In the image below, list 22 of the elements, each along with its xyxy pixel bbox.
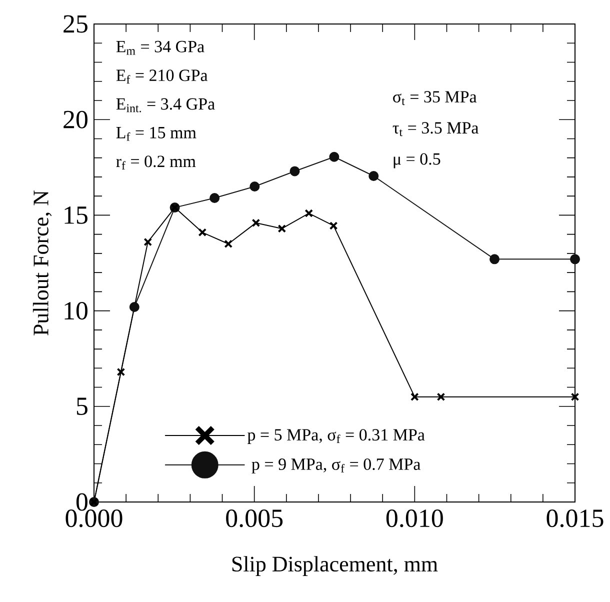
y-tick-label: 25	[64, 15, 88, 33]
annotation: μ = 0.5	[394, 153, 440, 168]
x-tick-label: 0.015	[546, 510, 604, 528]
legend-label: p = 9 MPa, σ$_{f}$ = 0.7 MPa	[252, 458, 420, 474]
legend-label: p = 5 MPa, σ$_{f}$ = 0.31 MPa	[247, 429, 425, 444]
annotation: τ$_{t}$ = 3.5 MPa	[392, 122, 479, 136]
annotation: E$_{m}$ = 34 GPa	[116, 40, 204, 55]
x-tick-label: 0.010	[386, 510, 443, 528]
y-tick-label: 0	[76, 493, 88, 511]
annotation: E$_{f}$ = 210 GPa	[116, 70, 208, 84]
y-tick-label: 20	[64, 110, 88, 128]
annotation: r$_{f}$ = 0.2 mm	[116, 156, 196, 170]
annotation: L$_{f}$ = 15 mm	[116, 126, 196, 141]
x-axis-title: Slip Displacement, mm	[232, 556, 438, 576]
x-tick-label: 0.005	[226, 510, 283, 528]
y-tick-label: 15	[64, 206, 88, 224]
y-tick-label: 10	[64, 302, 88, 320]
annotation: E$_{int.}$ = 3.4 GPa	[116, 98, 215, 112]
x-tick-label: 0.000	[66, 510, 122, 528]
annotation: σ$_{t}$ = 35 MPa	[393, 91, 477, 106]
y-axis-title: Pullout Force, N	[32, 190, 52, 336]
y-tick-label: 5	[76, 398, 88, 416]
